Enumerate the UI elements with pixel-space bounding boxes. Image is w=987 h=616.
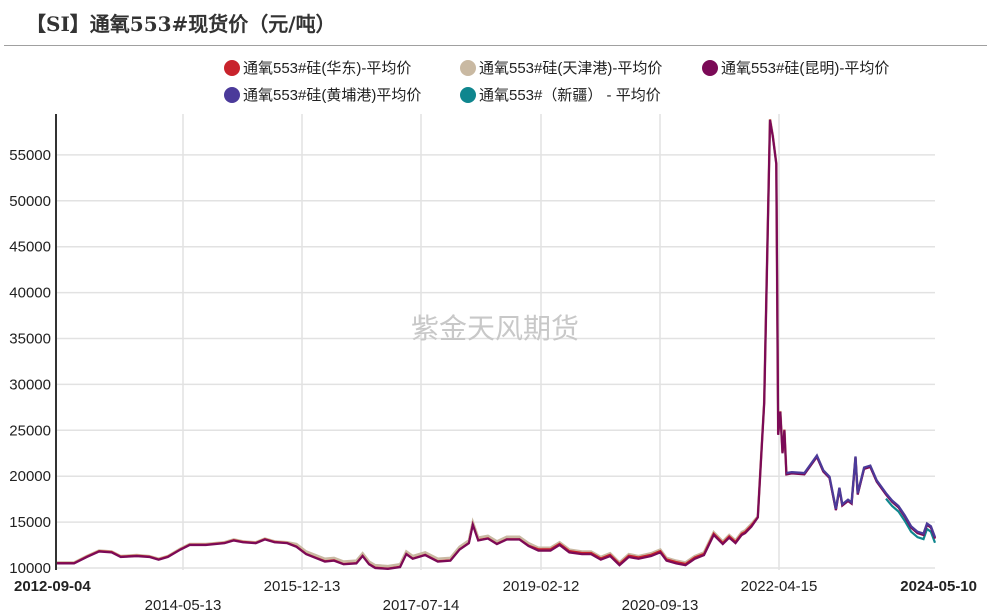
y-tick-label: 25000: [9, 422, 51, 439]
legend-item-kunming[interactable]: 通氧553#硅(昆明)-平均价: [702, 57, 889, 78]
legend-item-tianjin[interactable]: 通氧553#硅(天津港)-平均价: [460, 57, 662, 78]
y-tick-label: 50000: [9, 193, 51, 210]
title-divider: [4, 45, 987, 46]
x-tick-label: 2014-05-13: [145, 597, 222, 614]
legend-label: 通氧553#硅(黄埔港)平均价: [243, 87, 422, 104]
series-xinjiang: [885, 497, 937, 544]
x-tick-label: 2017-07-14: [383, 597, 460, 614]
legend-marker-icon: [224, 59, 240, 76]
legend-label: 通氧553#硅(昆明)-平均价: [721, 60, 890, 77]
series-kunming: [56, 119, 937, 571]
legend-item-huadong[interactable]: 通氧553#硅(华东)-平均价: [224, 57, 411, 78]
series-huangpu: [786, 453, 937, 538]
legend-marker-icon: [460, 59, 476, 76]
watermark: 紫金天风期货: [411, 313, 579, 344]
y-tick-label: 20000: [9, 468, 51, 485]
y-tick-label: 35000: [9, 331, 51, 348]
y-tick-label: 45000: [9, 239, 51, 256]
x-tick-label: 2022-04-15: [741, 578, 818, 595]
x-axis-ticks: 2012-09-04 2015-12-13 2019-02-12 2022-04-15…: [14, 578, 977, 614]
x-tick-label: 2024-05-10: [900, 578, 977, 595]
y-tick-label: 40000: [9, 285, 51, 302]
legend-label: 通氧553#硅(天津港)-平均价: [479, 60, 663, 77]
legend-label: 通氧553#硅(华东)-平均价: [243, 60, 412, 77]
x-tick-label: 2019-02-12: [503, 578, 580, 595]
x-tick-label: 2020-09-13: [622, 597, 699, 614]
legend-label: 通氧553#（新疆） - 平均价: [479, 87, 661, 104]
legend-item-xinjiang[interactable]: 通氧553#（新疆） - 平均价: [460, 84, 661, 105]
chart-title: 【SI】通氧553#现货价（元/吨）: [26, 12, 336, 36]
y-tick-label: 55000: [9, 147, 51, 164]
legend-marker-icon: [460, 86, 476, 103]
legend: 通氧553#硅(华东)-平均价 通氧553#硅(天津港)-平均价 通氧553#硅…: [0, 0, 987, 110]
x-tick-label: 2015-12-13: [264, 578, 341, 595]
series-lines: [56, 118, 937, 571]
y-axis-ticks: 10000 15000 20000 25000 30000 35000 40000 45000…: [9, 147, 51, 577]
legend-marker-icon: [224, 86, 240, 103]
y-tick-label: 15000: [9, 514, 51, 531]
gridlines: [56, 114, 935, 570]
legend-item-huangpu[interactable]: 通氧553#硅(黄埔港)平均价: [224, 84, 421, 105]
x-tick-label: 2012-09-04: [14, 578, 91, 595]
y-tick-label: 10000: [9, 560, 51, 577]
legend-marker-icon: [702, 59, 718, 76]
series-huadong: [56, 119, 936, 570]
y-tick-label: 30000: [9, 376, 51, 393]
